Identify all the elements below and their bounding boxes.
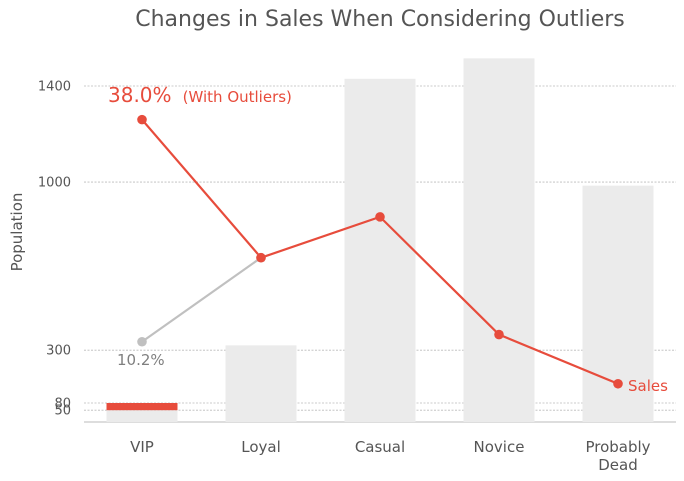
point-without-outliers-vip bbox=[137, 336, 147, 347]
point-sales-loyal bbox=[256, 252, 266, 263]
x-tick-label-casual: Casual bbox=[355, 438, 405, 456]
point-sales-vip bbox=[137, 114, 147, 125]
highlight-segment-vip bbox=[106, 403, 178, 411]
point-sales-novice bbox=[494, 329, 504, 340]
x-tick-label-probably-dead: Probably Dead bbox=[585, 438, 650, 474]
bar-loyal bbox=[225, 345, 297, 422]
annotation-with-outliers-note: (With Outliers) bbox=[183, 88, 292, 106]
y-tick-label-300: 300 bbox=[46, 344, 71, 359]
chart-title: Changes in Sales When Considering Outlie… bbox=[135, 7, 625, 32]
annotation-percent-10: 10.2% bbox=[117, 351, 165, 369]
y-axis-label: Population bbox=[8, 193, 26, 272]
point-sales-probably-dead bbox=[613, 378, 623, 389]
x-tick-label-novice: Novice bbox=[474, 438, 525, 456]
bar-layer bbox=[106, 58, 654, 423]
y-tick-label-80: 80 bbox=[54, 397, 71, 412]
bar-novice bbox=[463, 58, 535, 423]
annotation-layer: 38.0% (With Outliers) 10.2% bbox=[108, 83, 292, 369]
point-layer bbox=[137, 114, 623, 389]
point-sales-casual bbox=[375, 212, 385, 222]
y-tick-label-1000: 1000 bbox=[38, 176, 71, 191]
x-tick-label-vip: VIP bbox=[130, 438, 154, 456]
x-tick-layer: VIP Loyal Casual Novice Probably Dead bbox=[130, 438, 651, 474]
annotation-percent-38: 38.0% bbox=[108, 83, 172, 107]
series-label-sales: Sales bbox=[628, 377, 668, 395]
annotation-with-outliers-percent: 38.0% (With Outliers) bbox=[108, 83, 292, 107]
series-line-without-outliers bbox=[141, 256, 262, 343]
y-tick-label-50: 50 bbox=[54, 404, 71, 419]
bar-vip bbox=[106, 410, 178, 422]
y-tick-label-1400: 1400 bbox=[38, 80, 71, 95]
x-tick-label-loyal: Loyal bbox=[241, 438, 281, 456]
bar-casual bbox=[344, 78, 416, 422]
